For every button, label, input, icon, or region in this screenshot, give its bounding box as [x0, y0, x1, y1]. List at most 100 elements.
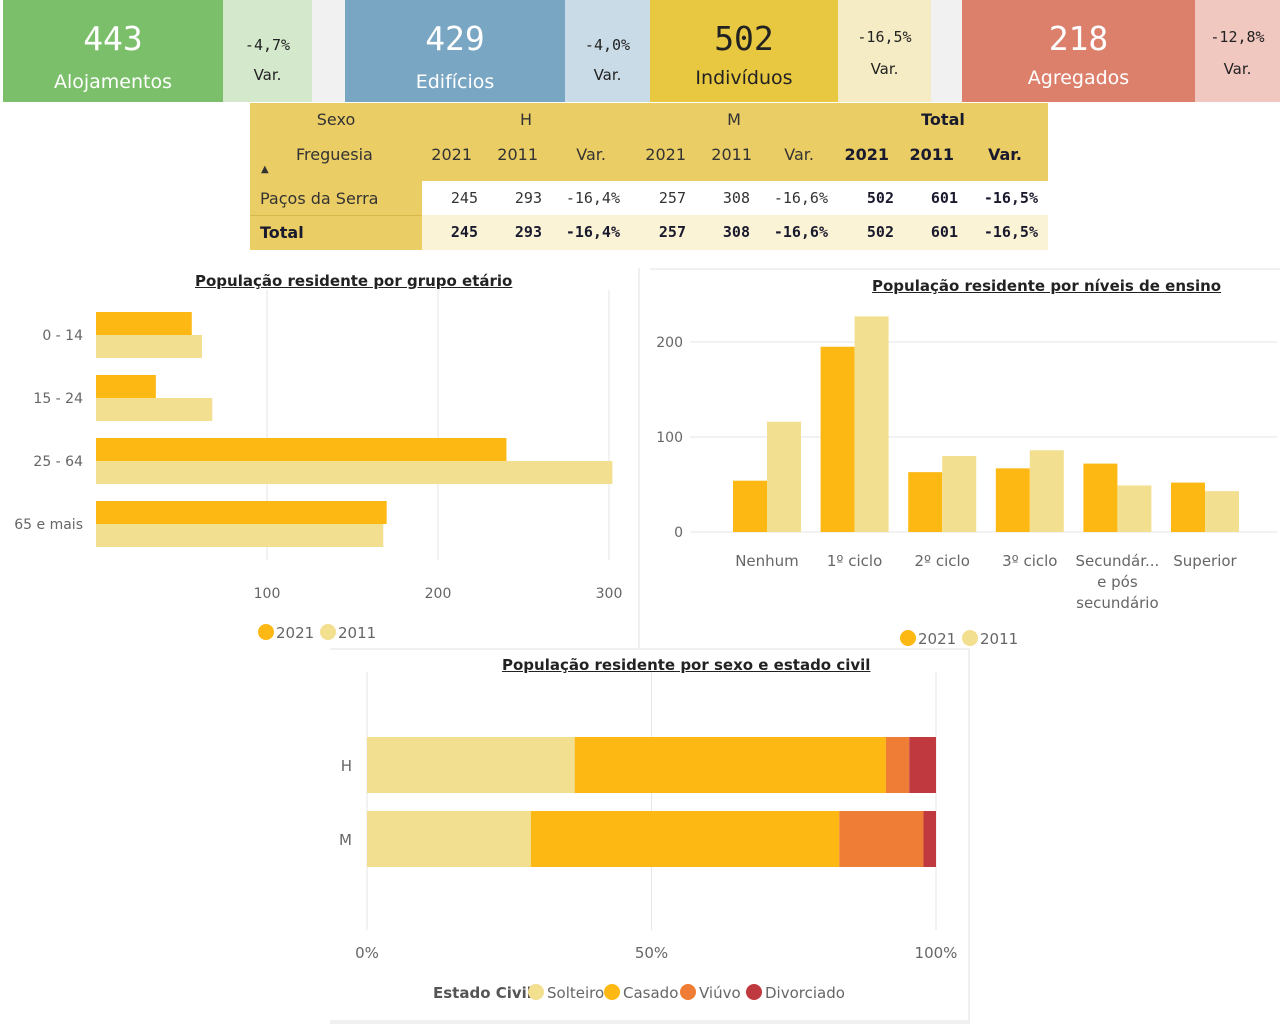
legend-marker-2021 [258, 624, 274, 640]
kpi-label: Alojamentos [53, 71, 173, 93]
subheader: 2021 [431, 145, 472, 164]
table-cell: -16,4% [565, 223, 620, 241]
kpi-var-value: -16,5% [857, 28, 912, 46]
sort-ascending-icon[interactable]: ▲ [261, 164, 269, 175]
x-tick-label: Secundár... e pós secundário [1075, 552, 1159, 612]
y-tick-label: 0 - 14 [42, 328, 83, 344]
bar-2021 [1171, 482, 1205, 532]
chart-title-education: População residente por níveis de ensino [872, 277, 1222, 295]
kpi-var-agregados: -12,8% Var. [1195, 0, 1280, 102]
table-cell: 502 [866, 189, 894, 207]
bar-2011 [96, 398, 213, 421]
kpi-label: Agregados [1027, 67, 1130, 89]
subheader: Var. [576, 145, 606, 164]
bar-2021 [820, 346, 855, 532]
table-cell: 601 [930, 223, 958, 241]
table-cell: 293 [514, 223, 542, 241]
bar-2021 [96, 501, 387, 524]
table-cell: -16,5% [983, 189, 1038, 207]
legend-marker-Solteiro [528, 984, 544, 1000]
x-tick-label-line: e pós [1097, 573, 1138, 591]
subheader: 2011 [711, 145, 752, 164]
table-cell: 308 [722, 189, 750, 207]
x-tick-label: 50% [635, 944, 668, 962]
table-cell: -16,6% [773, 223, 828, 241]
x-tick-label: 2º ciclo [915, 552, 970, 570]
kpi-card-individuos: 502 Indivíduos [650, 0, 838, 102]
bar-2011 [1117, 485, 1152, 532]
legend-marker-2011 [962, 630, 978, 646]
x-tick-label: 1º ciclo [827, 552, 882, 570]
group-header-total: Total [921, 110, 965, 129]
table-header-row-1 [250, 103, 1048, 137]
chart-title-marital: População residente por sexo e estado ci… [502, 656, 871, 674]
table-cell: 601 [930, 189, 958, 207]
freguesia-header[interactable]: Freguesia [296, 145, 373, 164]
legend-marker-Divorciado [746, 984, 762, 1000]
panel-divider [330, 648, 970, 650]
kpi-value: 218 [1048, 19, 1109, 58]
subheader: 2021 [844, 145, 889, 164]
table-cell: 293 [514, 189, 542, 207]
kpi-value: 502 [714, 19, 774, 58]
total-row-bg [422, 215, 1048, 250]
table-header-row-2 [250, 137, 1048, 181]
kpi-var-value: -4,7% [244, 36, 291, 54]
x-tick-label: Superior [1173, 552, 1237, 570]
spacer [312, 0, 345, 102]
panel-divider [968, 648, 970, 1024]
bar-Divorciado [923, 811, 936, 867]
x-tick-label: 300 [596, 586, 623, 602]
kpi-var-label: Var. [1223, 60, 1252, 78]
bar-2011 [854, 316, 889, 532]
bar-2021 [96, 375, 156, 398]
kpi-var-value: -4,0% [584, 36, 631, 54]
bar-2021 [733, 480, 767, 532]
bar-2011 [1205, 491, 1239, 532]
bar-2011 [96, 335, 203, 358]
row-name: Total [260, 223, 304, 242]
kpi-var-alojamentos: -4,7% Var. [223, 0, 312, 102]
marital-status-chart: 0% 50% 100% H M Estado Civil Solteiro Casado Viú… [339, 672, 958, 1002]
education-chart: 0 100 200 Nenhum 1º ciclo 2º ciclo 3º ciclo Sec… [656, 316, 1277, 648]
row-name: Paços da Serra [260, 189, 379, 208]
bar-2011 [942, 456, 977, 532]
bar-2011 [767, 421, 801, 532]
legend-label: 2021 [918, 630, 956, 648]
x-tick-label-line: 1º ciclo [827, 552, 882, 570]
kpi-var-edificios: -4,0% Var. [565, 0, 650, 102]
kpi-value: 443 [83, 19, 143, 58]
kpi-var-individuos: -16,5% Var. [838, 0, 931, 102]
x-tick-label-line: Superior [1173, 552, 1237, 570]
y-tick-label: 0 [674, 525, 683, 541]
bar-Viúvo [839, 811, 924, 867]
y-tick-label: H [341, 757, 352, 775]
legend-title: Estado Civil [433, 984, 532, 1002]
subheader: 2021 [645, 145, 686, 164]
bar-2021 [1083, 463, 1118, 532]
bar-Solteiro [367, 811, 531, 867]
kpi-var-value: -12,8% [1210, 28, 1265, 46]
x-tick-label-line: Secundár... [1075, 552, 1159, 570]
x-tick-label: 100% [915, 944, 958, 962]
kpi-card-edificios: 429 Edifícios [345, 0, 565, 102]
group-header-m: M [727, 110, 741, 129]
y-tick-label: M [339, 831, 352, 849]
bar-Viúvo [885, 737, 910, 793]
y-tick-label: 65 e mais [14, 517, 83, 533]
subheader: Var. [784, 145, 814, 164]
bar-Solteiro [367, 737, 575, 793]
bar-2021 [96, 312, 192, 335]
legend-label: Divorciado [765, 984, 845, 1002]
legend-label: Solteiro [547, 984, 604, 1002]
bar-Casado [574, 737, 886, 793]
legend-marker-2021 [900, 630, 916, 646]
x-tick-label-line: 2º ciclo [915, 552, 970, 570]
chart-title-age: População residente por grupo etário [195, 272, 513, 290]
x-tick-label: 0% [355, 944, 379, 962]
bar-Casado [530, 811, 840, 867]
kpi-card-alojamentos: 443 Alojamentos [3, 0, 223, 102]
y-tick-label: 25 - 64 [33, 454, 83, 470]
legend-marker-2011 [320, 624, 336, 640]
table-cell: 257 [658, 189, 686, 207]
